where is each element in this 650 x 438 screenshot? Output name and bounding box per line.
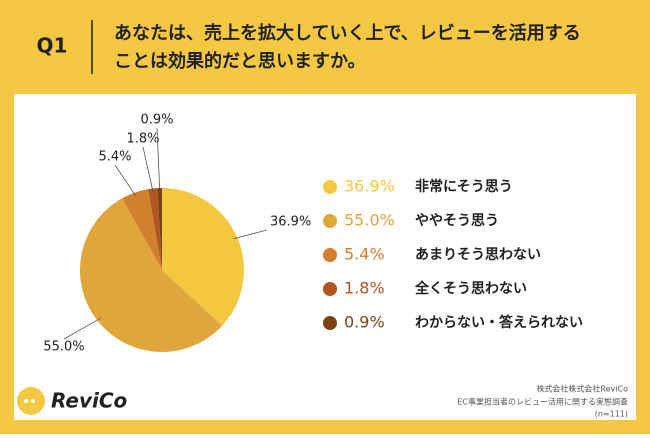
legend-value: 55.0% [344, 211, 395, 230]
credit: 株式会社株式会社ReviCo [536, 384, 628, 394]
pie-slice [79, 198, 223, 352]
data-label: 55.0% [43, 340, 84, 355]
credit: EC事業担当者のレビュー活用に関する実態調査 [457, 397, 628, 407]
legend-label: 全くそう思わない [414, 280, 527, 297]
leader-line [156, 127, 161, 193]
legend-marker [323, 316, 337, 330]
logo-text: ReviCo [51, 389, 128, 413]
data-label: 0.9% [140, 113, 173, 128]
legend-marker [323, 282, 337, 296]
legend-marker [323, 248, 337, 262]
pie-slice [122, 189, 162, 270]
legend-value: 0.9% [344, 313, 385, 332]
data-label: 1.8% [126, 132, 159, 147]
question-text: あなたは、売上を拡大していく上で、レビューを活用する [114, 22, 581, 44]
question-text: ことは効果的だと思いますか。 [114, 50, 366, 72]
credit: (n=111) [595, 410, 628, 419]
logo-dot [24, 399, 28, 403]
leader-line [142, 146, 154, 193]
legend-value: 1.8% [344, 279, 385, 298]
legend-label: わからない・答えられない [415, 314, 583, 331]
legend-marker [323, 180, 337, 194]
legend-label: ややそう思う [415, 213, 499, 229]
pie-slice [148, 188, 162, 270]
legend-value: 36.9% [344, 177, 395, 196]
legend-label: あまりそう思わない [415, 247, 541, 263]
data-label: 36.9% [270, 215, 311, 230]
logo-dot [31, 399, 35, 403]
data-label: 5.4% [98, 150, 131, 165]
pie-slice [157, 188, 162, 270]
legend-value: 5.4% [344, 245, 385, 264]
leader-line [233, 229, 268, 240]
leader-line [63, 317, 101, 340]
pie-slice [162, 188, 244, 326]
logo: ReviCo [17, 387, 128, 415]
question-label: Q1 [37, 34, 68, 58]
leader-line [114, 164, 137, 197]
legend-marker [323, 214, 337, 228]
legend-label: 非常にそう思う [415, 178, 513, 195]
